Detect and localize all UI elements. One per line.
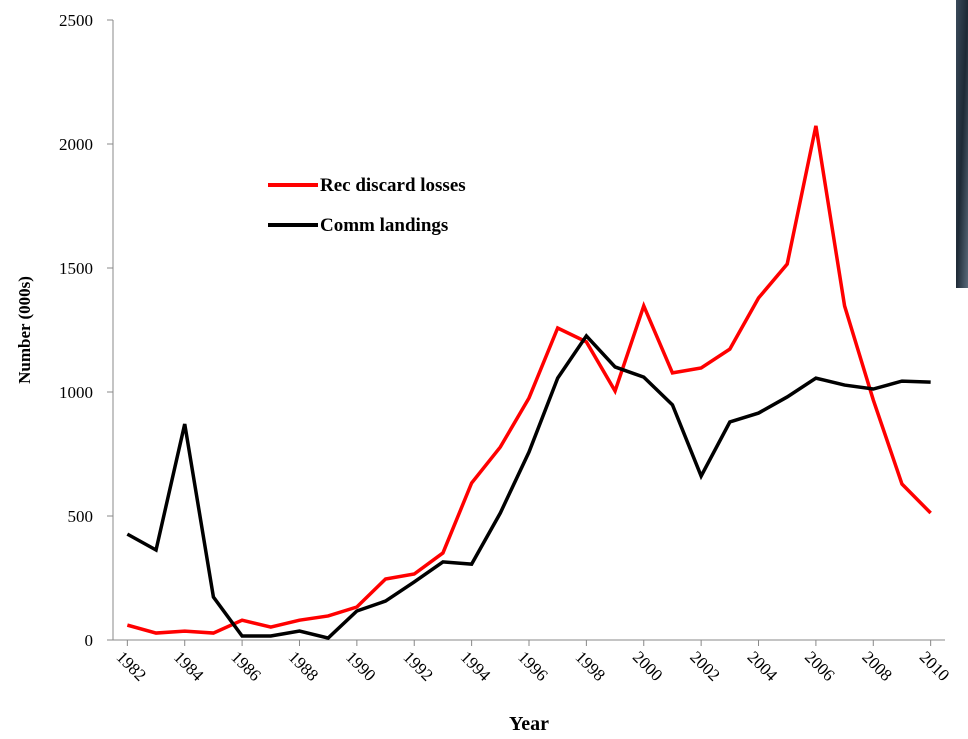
x-tick-label: 1992 <box>399 647 436 684</box>
x-tick-label: 1986 <box>227 647 264 684</box>
x-tick-label: 2008 <box>858 647 895 684</box>
x-tick-label: 2010 <box>916 647 953 684</box>
x-tick-label: 1988 <box>285 647 322 684</box>
legend-label: Comm landings <box>320 215 448 236</box>
x-tick-label: 2004 <box>744 647 782 685</box>
x-tick-label: 1984 <box>170 647 208 685</box>
x-tick-label: 1996 <box>514 647 551 684</box>
series-line <box>126 333 931 640</box>
x-tick-label: 1982 <box>113 647 150 684</box>
x-tick-label: 1994 <box>457 647 495 685</box>
x-tick-label: 1998 <box>572 647 609 684</box>
y-axis-label: Number (000s) <box>15 276 34 384</box>
x-tick-label: 2006 <box>801 647 838 684</box>
legend-label: Rec discard losses <box>320 175 466 196</box>
y-tick-label: 2000 <box>59 135 93 154</box>
inset-photo <box>956 0 968 288</box>
y-tick-label: 500 <box>68 507 94 526</box>
x-tick-label: 1990 <box>342 647 379 684</box>
y-tick-label: 0 <box>85 631 94 650</box>
x-axis-label: Year <box>509 713 549 735</box>
y-tick-label: 2500 <box>59 11 93 30</box>
x-tick-label: 2000 <box>629 647 666 684</box>
y-tick-label: 1000 <box>59 383 93 402</box>
x-tick-label: 2002 <box>686 647 723 684</box>
y-tick-label: 1500 <box>59 259 93 278</box>
series-line <box>126 125 932 635</box>
